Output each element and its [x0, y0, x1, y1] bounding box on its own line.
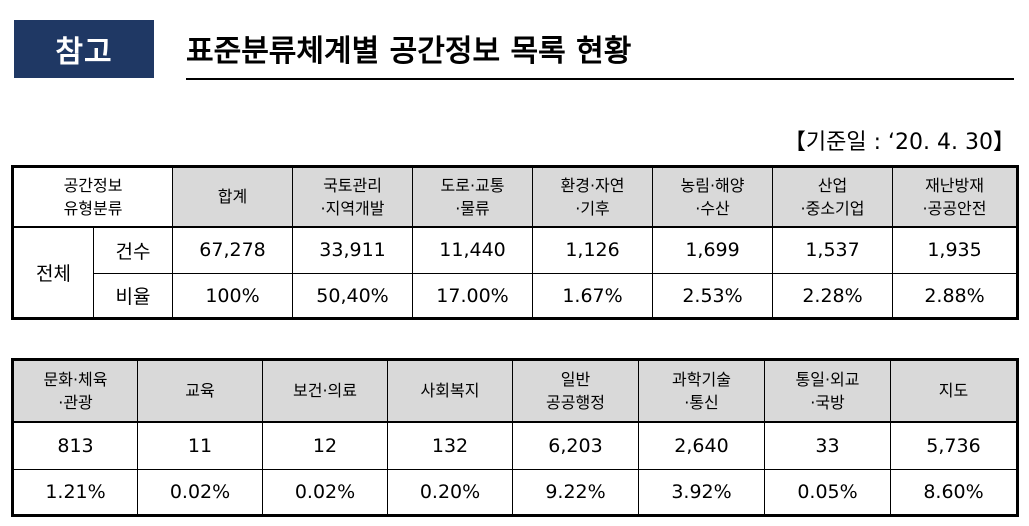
- column-header-line1: 재난방재: [925, 175, 984, 195]
- column-header-line1: 농림·해양: [680, 175, 745, 195]
- column-header-line1: 환경·자연: [560, 175, 625, 195]
- base-date: 【기준일 : ‘20. 4. 30】: [783, 130, 1015, 155]
- column-header-line2: ·국방: [810, 392, 845, 412]
- column-header-line1: 지도: [938, 381, 969, 401]
- table-cell: 11,440: [412, 226, 534, 275]
- table-cell: 9.22%: [512, 469, 639, 516]
- table-cell: 50,40%: [292, 273, 414, 319]
- table-cell: 1.67%: [532, 273, 654, 319]
- table-cell: 1,699: [652, 226, 774, 275]
- table-cell: 67,278: [172, 226, 294, 275]
- column-header-line1: 과학기술: [672, 369, 731, 389]
- category-header: 공간정보 유형분류: [11, 165, 174, 228]
- column-header-line2: ·물류: [455, 198, 490, 218]
- table-cell: 5,736: [890, 421, 1018, 471]
- column-header: 교육: [137, 358, 263, 423]
- table-cell: 813: [12, 421, 138, 471]
- table-cell: 100%: [172, 273, 294, 319]
- table-cell: 0.02%: [137, 469, 263, 516]
- table-cell: 6,203: [512, 421, 639, 471]
- group-label: 전체: [12, 226, 94, 319]
- column-header: 농림·해양 ·수산: [652, 165, 774, 228]
- column-header-line1: 통일·외교: [795, 369, 860, 389]
- table-cell: 0.02%: [262, 469, 388, 516]
- column-header-line2: ·통신: [684, 392, 719, 412]
- column-header: 환경·자연 ·기후: [532, 165, 654, 228]
- column-header-line2: ·관광: [58, 392, 93, 412]
- table-cell: 1,935: [892, 226, 1019, 275]
- column-header: 문화·체육 ·관광: [12, 358, 138, 423]
- table-cell: 2.28%: [772, 273, 894, 319]
- table-cell: 1,126: [532, 226, 654, 275]
- category-header-line2: 유형분류: [63, 198, 123, 218]
- table-cell: 11: [137, 421, 263, 471]
- column-header-line2: 공공행정: [546, 392, 605, 412]
- table-row: 비율 100% 50,40% 17.00% 1.67% 2.53% 2.28% …: [13, 273, 1019, 319]
- column-header: 보건·의료: [262, 358, 388, 423]
- row-label: 비율: [92, 273, 174, 319]
- column-header-line1: 국토관리: [323, 175, 382, 195]
- table-row: 813 11 12 132 6,203 2,640 33 5,736: [12, 421, 1018, 471]
- column-header-line1: 교육: [185, 381, 215, 401]
- column-header: 도로·교통 ·물류: [412, 165, 534, 228]
- table-cell: 17.00%: [412, 273, 534, 319]
- column-header: 산업 ·중소기업: [772, 165, 894, 228]
- table-cell: 1.21%: [12, 469, 138, 516]
- table-cell: 33,911: [292, 226, 414, 275]
- catalog-status-table-1: 공간정보 유형분류 합계 국토관리 ·지역개발 도로·교통 ·물류 환경·자연 ·기후…: [11, 165, 1020, 320]
- row-label: 건수: [92, 226, 174, 275]
- table-cell: 12: [262, 421, 388, 471]
- column-header: 통일·외교 ·국방: [764, 358, 891, 423]
- column-header: 사회복지: [387, 358, 513, 423]
- table-cell: 8.60%: [890, 469, 1018, 516]
- table-cell: 0.20%: [387, 469, 513, 516]
- column-header-line2: ·공공안전: [922, 198, 987, 218]
- column-header: 재난방재 ·공공안전: [892, 165, 1019, 228]
- table-cell: 3.92%: [638, 469, 765, 516]
- page-title: 표준분류체계별 공간정보 목록 현황: [186, 34, 632, 69]
- column-header-line1: 문화·체육: [43, 369, 108, 389]
- table-row: 1.21% 0.02% 0.02% 0.20% 9.22% 3.92% 0.05…: [12, 469, 1018, 516]
- column-header: 과학기술 ·통신: [638, 358, 765, 423]
- table-row: 전체 건수 67,278 33,911 11,440 1,126 1,699 1…: [12, 226, 1019, 319]
- reference-badge: 참고: [14, 20, 154, 78]
- column-header-line1: 보건·의료: [293, 381, 357, 401]
- title-underline: [186, 78, 1014, 80]
- column-header-line2: ·수산: [695, 198, 730, 218]
- table-cell: 2,640: [638, 421, 765, 471]
- table-cell: 0.05%: [764, 469, 891, 516]
- category-header-line1: 공간정보: [63, 175, 123, 195]
- column-header-line1: 일반: [560, 369, 591, 389]
- table-cell: 1,537: [772, 226, 894, 275]
- column-header: 국토관리 ·지역개발: [292, 165, 414, 228]
- table-cell: 2.53%: [652, 273, 774, 319]
- column-header-line2: ·기후: [575, 198, 610, 218]
- column-header-line2: ·중소기업: [800, 198, 865, 218]
- column-header: 합계: [172, 165, 294, 228]
- table-cell: 2.88%: [892, 273, 1019, 319]
- table-cell: 132: [387, 421, 513, 471]
- column-header-line1: 도로·교통: [440, 175, 505, 195]
- column-header-line1: 사회복지: [420, 381, 480, 401]
- table-header-row: 공간정보 유형분류 합계 국토관리 ·지역개발 도로·교통 ·물류 환경·자연 ·기후…: [11, 165, 1019, 228]
- column-header: 지도: [890, 358, 1018, 423]
- column-header-line1: 산업: [817, 175, 848, 195]
- column-header-line1: 합계: [217, 187, 248, 207]
- table-cell: 33: [764, 421, 891, 471]
- column-header-line2: ·지역개발: [320, 198, 385, 218]
